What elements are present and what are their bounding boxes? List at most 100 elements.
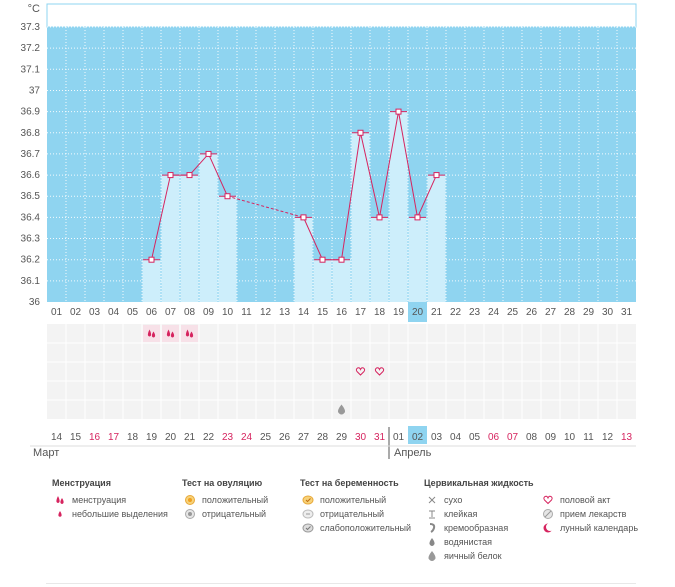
temperature-bar <box>294 217 313 302</box>
temperature-point <box>338 256 345 263</box>
legend-item: небольшие выделения <box>52 507 168 521</box>
legend-column: Цервикальная жидкость сухо клейкая кремообр… <box>424 478 534 563</box>
x-tick-label: 09 <box>203 307 215 318</box>
temperature-bar <box>161 175 180 302</box>
legend-label: кремообразная <box>444 523 509 533</box>
temperature-bar <box>218 196 237 302</box>
temperature-bar <box>408 217 427 302</box>
x-tick-label: 11 <box>241 307 252 318</box>
temperature-point <box>319 256 326 263</box>
y-tick-label: 37.3 <box>21 22 41 33</box>
circle-shape <box>188 512 192 516</box>
bottom-day-label: 03 <box>431 432 443 443</box>
temperature-bar <box>180 175 199 302</box>
bottom-day-label: 17 <box>108 432 120 443</box>
legend-item: слабоположительный <box>300 521 411 535</box>
x-tick-label: 05 <box>127 307 139 318</box>
heart-icon <box>543 495 553 505</box>
temperature-point <box>224 193 231 200</box>
bottom-day-label: 12 <box>602 432 614 443</box>
legend-label: клейкая <box>444 509 478 519</box>
y-tick-label: 36.8 <box>21 128 41 139</box>
x-tick-label: 03 <box>89 307 101 318</box>
month-label-march: Март <box>33 447 60 459</box>
check-shape <box>305 526 311 531</box>
temperature-line-dashed <box>227 195 304 218</box>
temperature-bar <box>389 111 408 302</box>
creamy-icon <box>429 523 436 533</box>
plot-top-strip <box>46 3 637 28</box>
legend-label: положительный <box>320 495 387 505</box>
legend: Менструация менструация небольшие выделени… <box>0 478 675 578</box>
y-tick-label: 36.6 <box>21 170 41 181</box>
bottom-day-label: 16 <box>89 432 101 443</box>
menstruation-icon <box>185 329 194 338</box>
temperature-point <box>148 256 155 263</box>
egg-white-icon <box>337 404 346 415</box>
y-tick-label: 36.4 <box>21 212 41 223</box>
bottom-day-label: 14 <box>51 432 63 443</box>
bottom-day-label: 13 <box>621 432 633 443</box>
drop-shape <box>428 551 436 561</box>
temperature-line <box>379 111 399 218</box>
ovulation-negative-icon <box>185 509 195 519</box>
bottom-day-label: 27 <box>298 432 310 443</box>
x-tick-label: 18 <box>374 307 386 318</box>
legend-item: менструация <box>52 493 168 507</box>
bottom-day-label: 20 <box>165 432 177 443</box>
moon-cutout <box>546 523 554 531</box>
temperature-chart: 37.3 37.2 37.1 37 36.9 36.8 36.7 36.6 36.5 36.4 36… <box>21 3 637 459</box>
drop-shape <box>147 329 152 337</box>
x-stroke <box>428 496 436 504</box>
moon-icon <box>543 523 554 533</box>
bottom-day-label: 31 <box>374 432 386 443</box>
drop-shape <box>151 331 156 338</box>
x-tick-label: 07 <box>165 307 177 318</box>
selected-day-highlight <box>408 426 427 444</box>
bottom-day-label: 05 <box>469 432 481 443</box>
pregnancy-positive-icon <box>302 495 314 505</box>
x-tick-label: 20 <box>412 307 424 318</box>
bottom-day-label: 30 <box>355 432 367 443</box>
egg-white-icon <box>428 551 436 561</box>
legend-label: положительный <box>202 495 269 505</box>
legend-title: Тест на беременность <box>300 478 399 488</box>
temperature-point <box>300 214 307 221</box>
bottom-day-label: 11 <box>583 432 594 443</box>
oval-shape <box>302 523 314 533</box>
temperature-bar <box>332 259 351 302</box>
x-tick-label: 12 <box>260 307 272 318</box>
legend-item: отрицательный <box>300 507 411 521</box>
legend-title: Менструация <box>52 478 111 488</box>
medication-icon <box>543 509 553 519</box>
bottom-day-label: 25 <box>260 432 272 443</box>
drop-shape <box>429 538 435 546</box>
ovulation-negative-icon <box>185 509 195 519</box>
temperature-point <box>357 129 364 136</box>
circle-shape <box>188 498 192 502</box>
bottom-day-label: 26 <box>279 432 291 443</box>
drop-shape <box>58 511 62 517</box>
heart-shape <box>374 367 385 376</box>
x-tick-label: 19 <box>393 307 405 318</box>
temperature-line <box>208 153 228 197</box>
spotting-icon <box>58 511 62 517</box>
drop-shape <box>166 329 171 337</box>
x-tick-label: 16 <box>336 307 348 318</box>
legend-label: менструация <box>72 495 127 505</box>
menstruation-icon <box>56 496 64 504</box>
x-tick-label: 08 <box>184 307 196 318</box>
creamy-icon <box>429 523 436 533</box>
legend-title <box>540 478 638 490</box>
watery-icon <box>429 538 435 546</box>
x-tick-label: 04 <box>108 307 120 318</box>
dry-icon <box>428 496 436 504</box>
temperature-line <box>303 217 323 260</box>
temperature-point <box>186 172 193 179</box>
x-tick-label: 28 <box>564 307 576 318</box>
x-tick-label: 31 <box>621 307 633 318</box>
legend-label: половой акт <box>560 495 611 505</box>
temperature-point <box>376 214 383 221</box>
y-tick-label: 36.9 <box>21 107 41 118</box>
y-tick-label: 37.2 <box>21 43 41 54</box>
